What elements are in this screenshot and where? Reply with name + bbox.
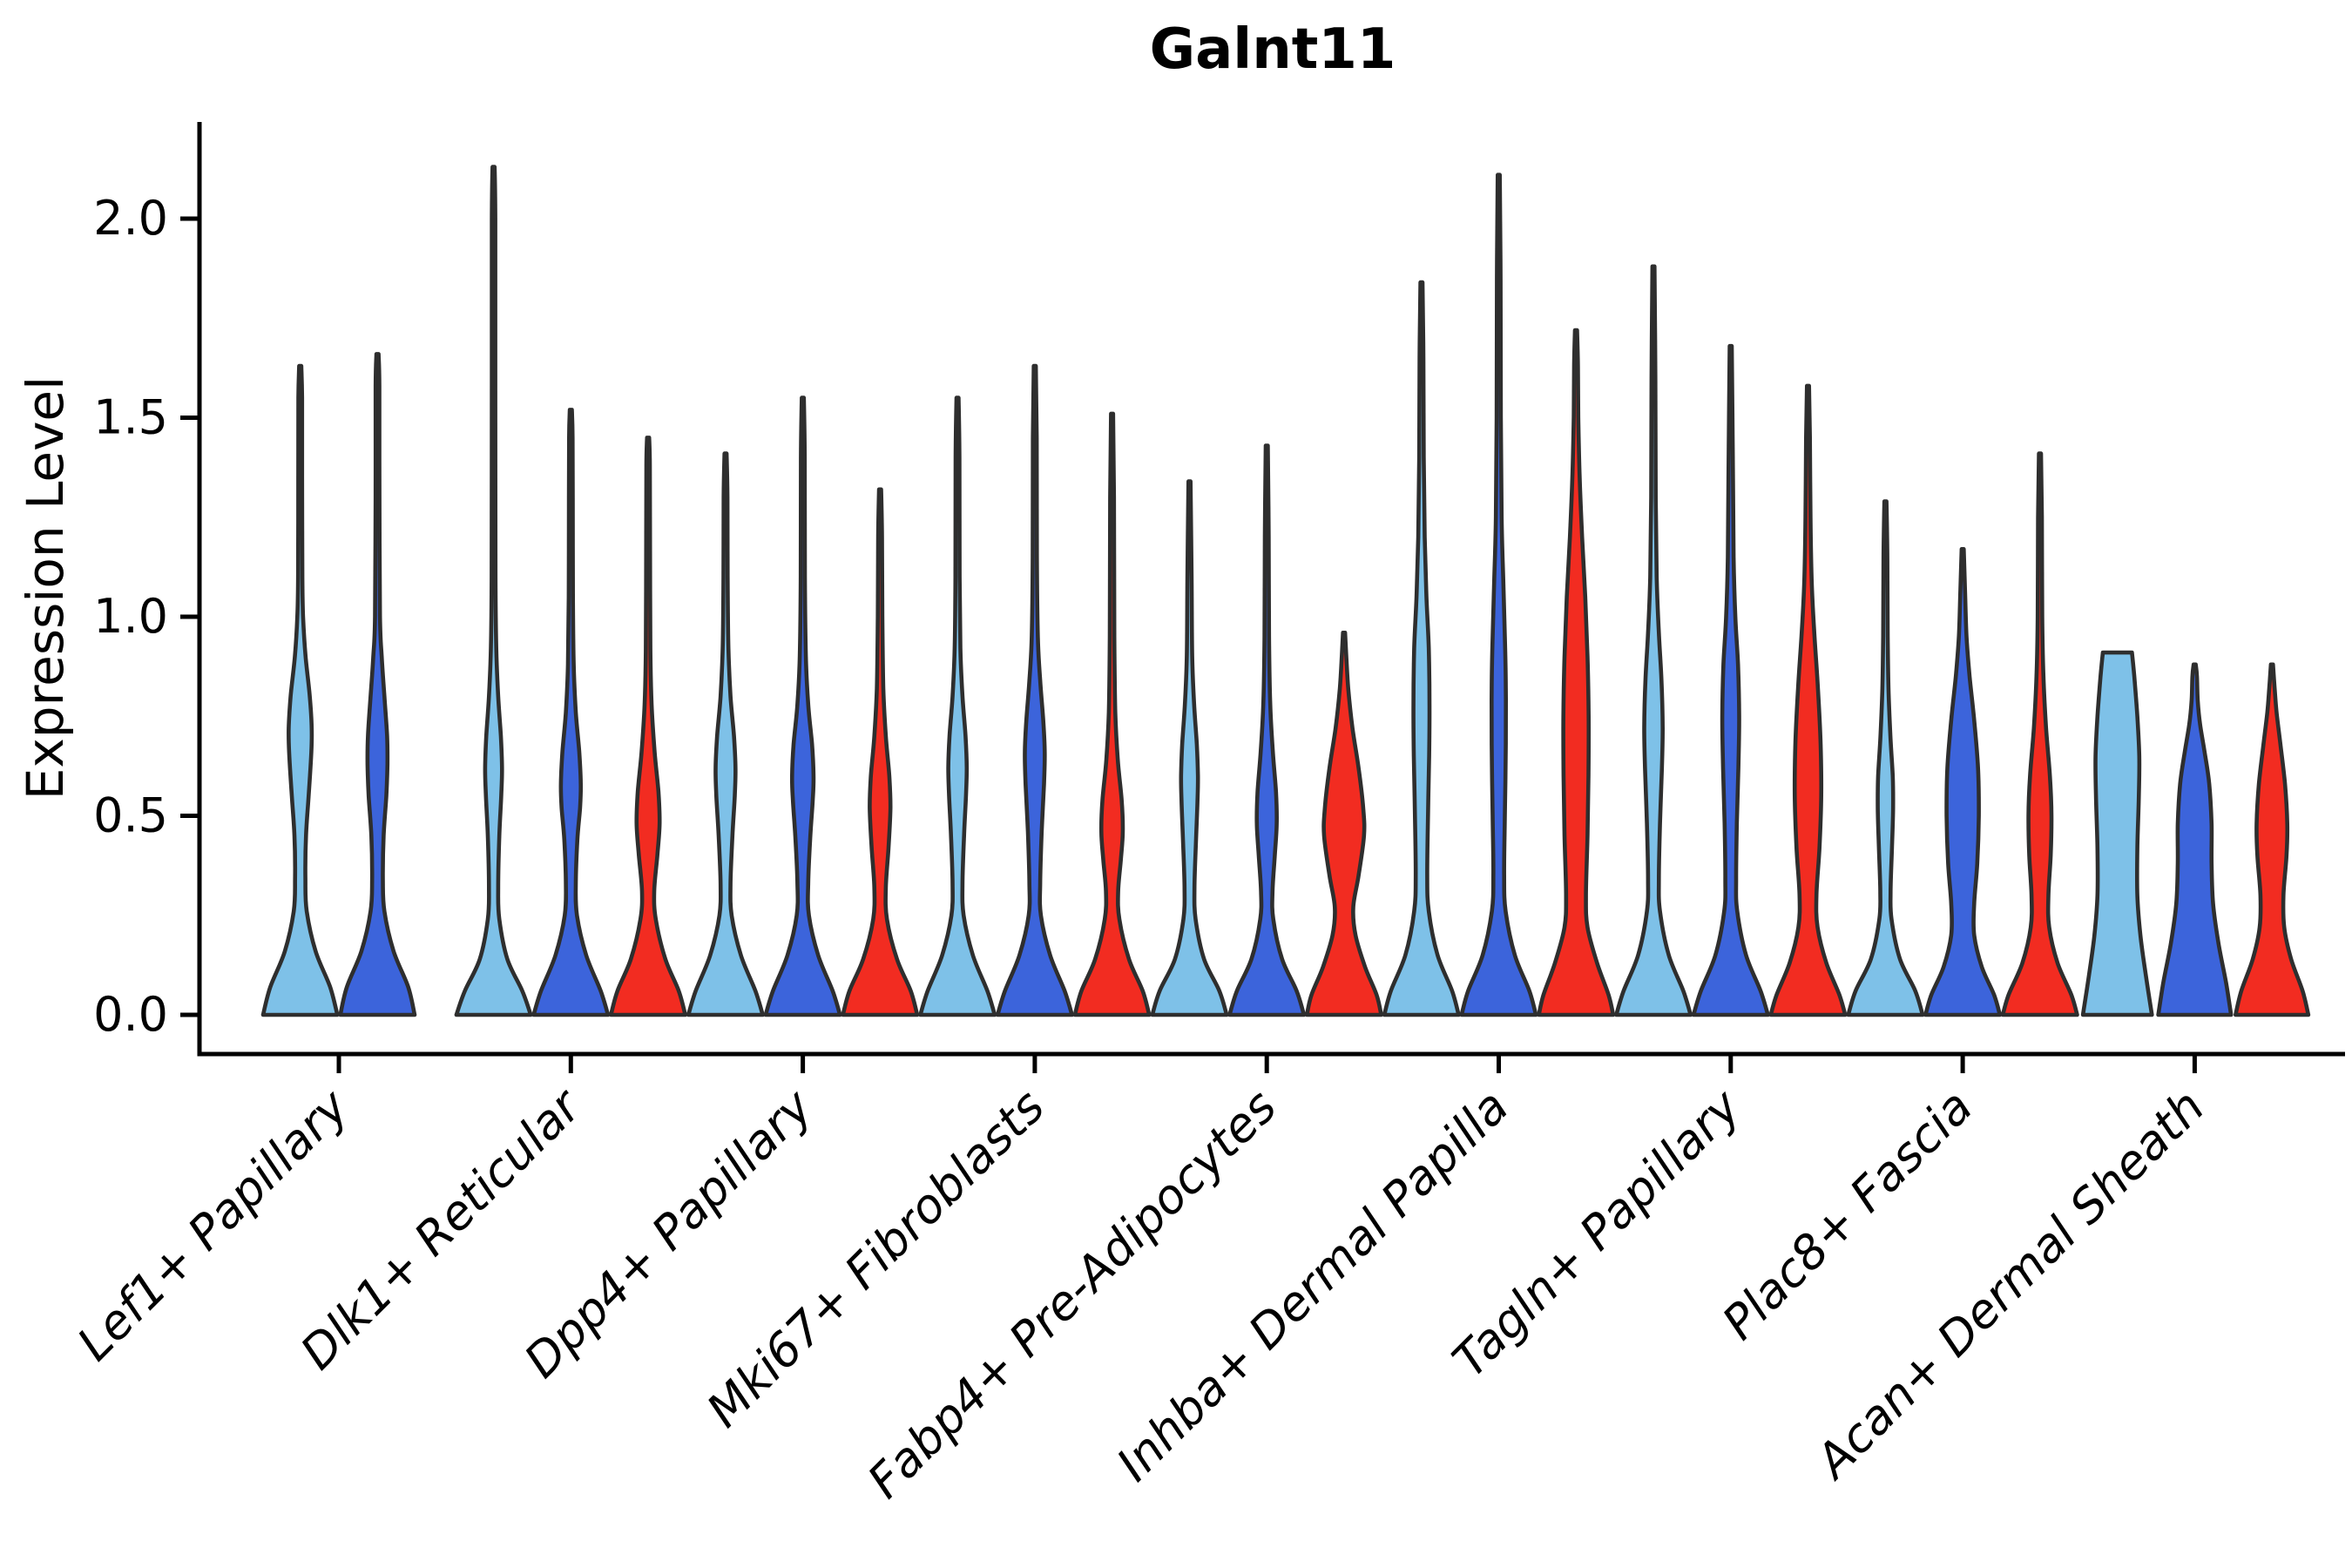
- x-tick-label-5: Inhba+ Dermal Papilla: [1106, 1079, 1519, 1492]
- y-tick-label: 2.0: [93, 191, 168, 246]
- y-tick-label: 0.5: [93, 788, 168, 843]
- violin-3-red: [1072, 411, 1152, 1017]
- violin-0-dark_blue: [338, 352, 417, 1017]
- violin-1-dark_blue: [531, 408, 611, 1017]
- x-tick-label-4: Fabp4+ Pre-Adipocytes: [857, 1079, 1287, 1509]
- violin-4-light_blue: [1150, 479, 1229, 1017]
- violin-2-light_blue: [686, 451, 765, 1017]
- violin-0-light_blue: [260, 363, 340, 1017]
- violin-7-red: [2000, 451, 2079, 1017]
- violin-3-light_blue: [918, 395, 997, 1017]
- violin-7-light_blue: [1846, 499, 1925, 1017]
- x-tick-label-8: Acan+ Dermal Sheath: [1804, 1079, 2215, 1490]
- violin-6-light_blue: [1614, 264, 1693, 1017]
- violin-4-red: [1304, 631, 1383, 1017]
- violin-1-light_blue: [454, 165, 533, 1017]
- violin-3-dark_blue: [995, 363, 1074, 1017]
- y-tick-label: 1.5: [93, 390, 168, 445]
- violin-1-red: [609, 436, 687, 1017]
- violin-5-light_blue: [1382, 280, 1461, 1017]
- plot-title: Galnt11: [1150, 17, 1396, 82]
- violin-2-red: [841, 487, 920, 1017]
- y-tick-label: 1.0: [93, 589, 168, 644]
- violin-8-light_blue: [2080, 650, 2154, 1017]
- x-tick-label-7: Plac8+ Fascia: [1712, 1079, 1983, 1350]
- violin-8-dark_blue: [2156, 662, 2234, 1017]
- violin-5-dark_blue: [1459, 172, 1538, 1017]
- violin-4-dark_blue: [1227, 443, 1307, 1017]
- violin-8-red: [2234, 662, 2311, 1017]
- violin-2-dark_blue: [763, 395, 842, 1017]
- violin-6-red: [1768, 383, 1848, 1017]
- violin-5-red: [1537, 328, 1616, 1017]
- violin-7-dark_blue: [1923, 547, 2003, 1017]
- y-axis-label: Expression Level: [16, 376, 75, 800]
- violin-6-dark_blue: [1691, 343, 1770, 1017]
- y-tick-label: 0.0: [93, 987, 168, 1042]
- violins-layer: [260, 165, 2311, 1017]
